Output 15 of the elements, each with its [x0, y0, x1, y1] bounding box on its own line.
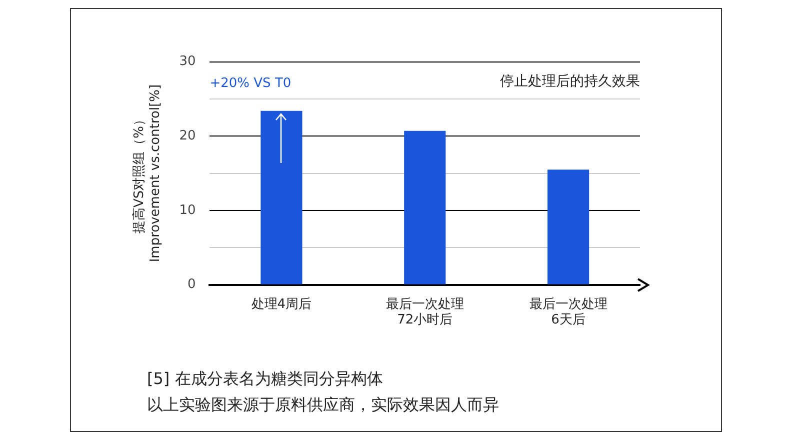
- x-tick-label: 处理4周后: [251, 296, 312, 312]
- bar: [260, 110, 302, 284]
- text: 以上实验图来源于原料供应商，实际效果因人而异: [147, 394, 499, 416]
- bar: [404, 130, 446, 284]
- x-tick-label: 最后一次处理 72小时后: [386, 296, 464, 328]
- y-tick-label: 20: [179, 128, 196, 144]
- text: [5] 在成分表名为糖类同分异构体: [147, 368, 384, 390]
- annotation: +20% VS T0: [210, 76, 292, 92]
- bar: [547, 170, 590, 284]
- y-tick-label: 10: [179, 202, 196, 218]
- y-tick-label: 0: [187, 277, 196, 292]
- x-tick-label: 最后一次处理 6天后: [529, 296, 608, 328]
- y-tick-label: 30: [179, 54, 196, 70]
- y-axis-title: 提高VS对照组（%） Improvement vs.control[%]: [131, 84, 163, 262]
- text: 停止处理后的持久效果: [500, 73, 640, 90]
